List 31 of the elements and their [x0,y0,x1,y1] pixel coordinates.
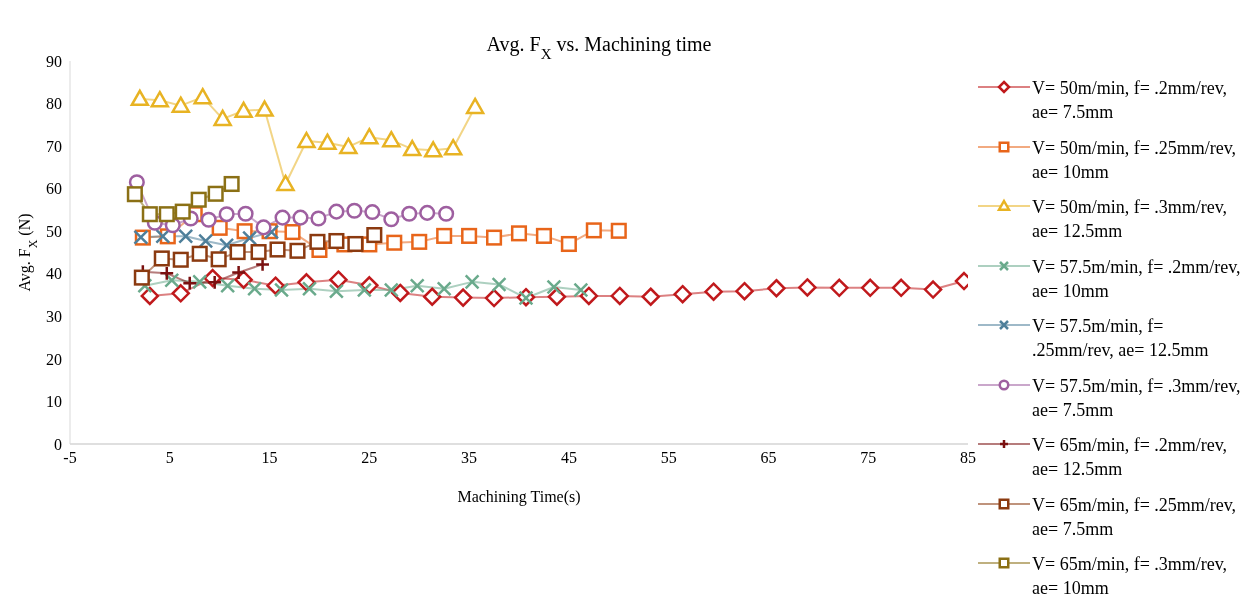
y-tick-label: 0 [54,435,62,453]
x-tick-label: 65 [760,449,777,467]
legend-label: V= 57.5m/min, f= .3mm/rev, ae= 7.5mm [1032,374,1242,422]
chart-title: Avg. F$_{X}$ vs. Machining time [486,33,712,62]
legend-label: V= 65m/min, f= .25mm/rev, ae= 7.5mm [1032,493,1238,541]
x-tick-label: 35 [461,449,478,467]
legend-label: V= 65m/min, f= .2mm/rev, ae= 12.5mm [1032,434,1229,481]
x-tick-label: 85 [960,449,976,467]
y-tick-label: 40 [46,265,62,283]
legend-label: V= 65m/min, f= .3mm/rev, ae= 10mm [1032,553,1229,600]
y-tick-label: 90 [46,52,62,70]
y-tick-label: 60 [46,180,62,198]
y-tick-label: 30 [46,308,62,326]
y-tick-label: 50 [46,222,62,240]
legend-label: V= 50m/min, f= .2mm/rev, ae= 7.5mm [1032,77,1229,124]
x-tick-label: 25 [361,449,378,467]
x-tick-label: 5 [165,449,174,467]
y-tick-label: 20 [46,350,62,368]
x-tick-label: 75 [860,449,877,467]
x-tick-label: -5 [63,449,77,467]
legend-label: V= 50m/min, f= .3mm/rev, ae= 12.5mm [1032,196,1229,243]
y-tick-label: 70 [46,137,62,155]
x-tick-label: 15 [261,449,278,467]
x-axis-title: Machining Time(s) [457,488,581,506]
legend-label: V= 57.5m/min, f= .25mm/rev, ae= 12.5mm [1032,315,1210,362]
y-tick-label: 10 [46,393,62,411]
x-tick-label: 55 [660,449,677,467]
x-tick-label: 45 [560,449,577,467]
legend-label: V= 50m/min, f= .25mm/rev, ae= 10mm [1032,136,1238,184]
legend-label: V= 57.5m/min, f= .2mm/rev, ae= 10mm [1032,255,1242,303]
y-tick-label: 80 [46,95,62,113]
